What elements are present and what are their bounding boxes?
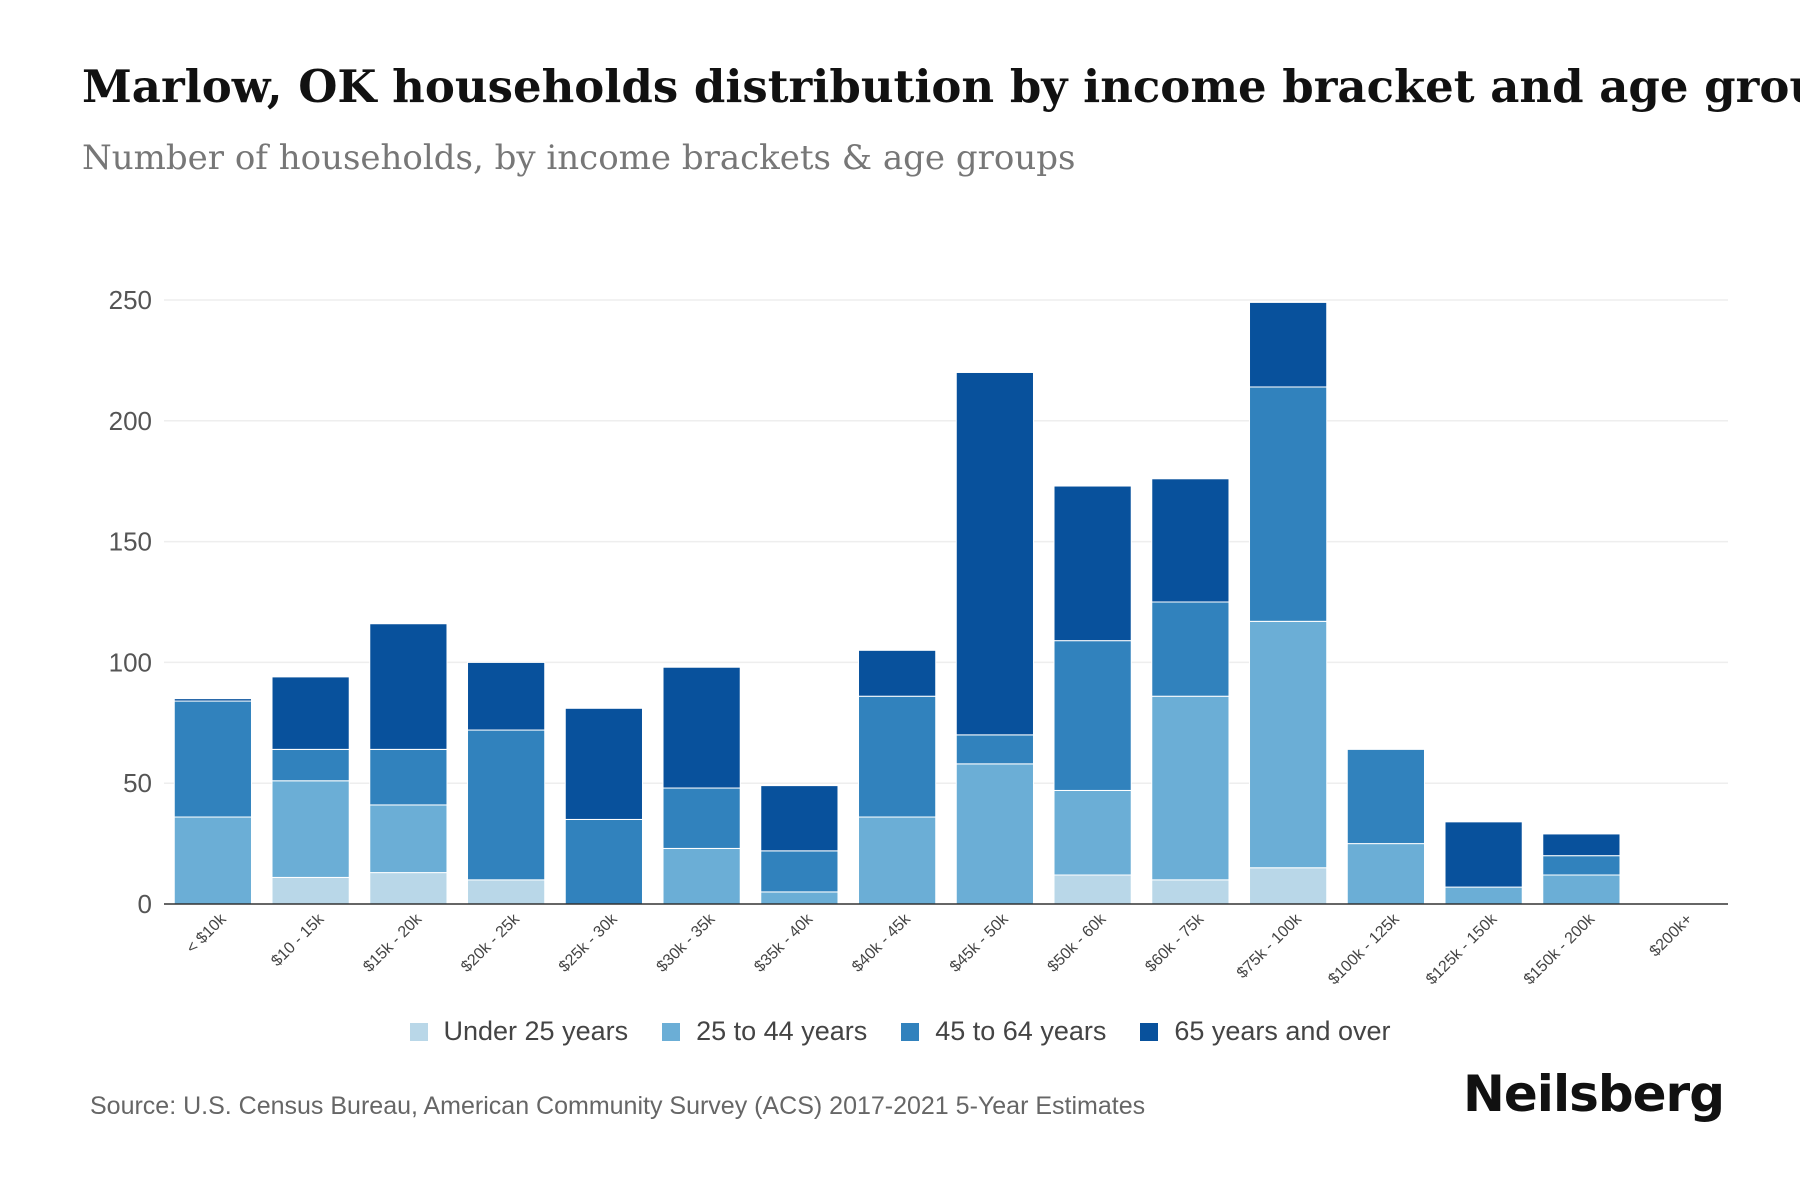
- bar-segment: [1053, 874, 1132, 905]
- bar-segment: [467, 661, 546, 731]
- bar-segment: [760, 850, 839, 893]
- bar-segment: [858, 816, 937, 905]
- y-tick-label: 100: [109, 647, 152, 677]
- y-tick-label: 150: [109, 527, 152, 557]
- legend-label: 65 years and over: [1174, 1016, 1391, 1046]
- source-note: Source: U.S. Census Bureau, American Com…: [90, 1092, 1146, 1120]
- x-tick-label: $150k - 200k: [1521, 910, 1599, 988]
- bar-segment: [1151, 879, 1230, 905]
- bar-segment: [564, 707, 643, 820]
- x-tick-label: $100k - 125k: [1325, 910, 1403, 988]
- bar-segment: [955, 763, 1034, 905]
- bar-segment: [760, 891, 839, 905]
- bar-segment: [1053, 640, 1132, 791]
- bar-segment: [1249, 867, 1328, 905]
- bar-segment: [369, 804, 448, 874]
- bar-segment: [1249, 386, 1328, 622]
- legend-item: 25 to 44 years: [662, 1016, 867, 1047]
- legend-item: 65 years and over: [1140, 1016, 1391, 1047]
- bar-segment: [1249, 620, 1328, 869]
- x-tick-label: < $10k: [183, 910, 230, 957]
- bar-segment: [955, 371, 1034, 736]
- y-tick-label: 200: [109, 406, 152, 436]
- bar-segment: [1444, 821, 1523, 888]
- bar-segment: [369, 872, 448, 905]
- bar-segment: [467, 879, 546, 905]
- legend-swatch: [901, 1022, 920, 1041]
- bar-segment: [1542, 833, 1621, 857]
- x-tick-label: $30k - 35k: [654, 910, 720, 976]
- legend-swatch: [409, 1022, 428, 1041]
- x-tick-label: $50k - 60k: [1045, 910, 1111, 976]
- bar-segment: [1249, 301, 1328, 388]
- legend-swatch: [662, 1022, 681, 1041]
- y-tick-label: 50: [123, 768, 152, 798]
- bar-segment: [1346, 748, 1425, 845]
- bar-segment: [1542, 874, 1621, 905]
- bar-segment: [662, 847, 741, 905]
- bar-segment: [662, 787, 741, 849]
- bar-segment: [369, 623, 448, 750]
- bar-segment: [173, 700, 252, 818]
- bar-segment: [1151, 695, 1230, 881]
- x-tick-label: $25k - 30k: [556, 910, 622, 976]
- bar-segment: [1346, 843, 1425, 905]
- legend-item: 45 to 64 years: [901, 1016, 1106, 1047]
- bar-segment: [1053, 485, 1132, 642]
- x-tick-label: $35k - 40k: [751, 910, 817, 976]
- x-tick-label: $45k - 50k: [947, 910, 1013, 976]
- bar-segment: [271, 876, 350, 905]
- x-tick-label: $200k+: [1647, 911, 1696, 960]
- bar-segment: [173, 698, 252, 702]
- legend-item: Under 25 years: [409, 1016, 629, 1047]
- x-tick-label: $40k - 45k: [849, 910, 915, 976]
- bar-segment: [955, 734, 1034, 765]
- y-tick-label: 0: [138, 889, 152, 919]
- bar-segment: [1053, 789, 1132, 876]
- x-tick-label: $75k - 100k: [1234, 910, 1306, 982]
- bar-segment: [271, 748, 350, 782]
- bar-segment: [858, 695, 937, 818]
- bar-segment: [271, 676, 350, 750]
- chart-subtitle: Number of households, by income brackets…: [82, 138, 1076, 178]
- chart-title: Marlow, OK households distribution by in…: [82, 60, 1800, 113]
- legend: Under 25 years 25 to 44 years 45 to 64 yea…: [0, 1016, 1800, 1047]
- x-tick-label: $10 - 15k: [268, 910, 328, 970]
- x-tick-label: $20k - 25k: [458, 910, 524, 976]
- bars: [173, 301, 1621, 905]
- stacked-bar-chart: 0 50 100 150 200 250 < $10k $10 - 15k $15k - 20k…: [109, 285, 1728, 988]
- x-tick-label: $60k - 75k: [1142, 910, 1208, 976]
- bar-segment: [1151, 601, 1230, 697]
- bar-segment: [173, 816, 252, 905]
- legend-label: 45 to 64 years: [935, 1016, 1107, 1046]
- bar-segment: [1542, 855, 1621, 876]
- x-tick-label: $15k - 20k: [360, 910, 426, 976]
- legend-swatch: [1140, 1022, 1159, 1041]
- bar-segment: [858, 649, 937, 697]
- bar-segment: [467, 729, 546, 881]
- brand-logo: Neilsberg: [1463, 1065, 1725, 1123]
- legend-label: 25 to 44 years: [696, 1016, 868, 1046]
- bar-segment: [1444, 886, 1523, 905]
- bar-segment: [369, 748, 448, 806]
- bar-segment: [271, 780, 350, 878]
- bar-segment: [564, 818, 643, 905]
- x-tick-label: $125k - 150k: [1423, 910, 1501, 988]
- legend-label: Under 25 years: [443, 1016, 629, 1046]
- bar-segment: [662, 666, 741, 789]
- y-tick-label: 250: [109, 285, 152, 315]
- bar-segment: [760, 785, 839, 852]
- bar-segment: [1151, 478, 1230, 603]
